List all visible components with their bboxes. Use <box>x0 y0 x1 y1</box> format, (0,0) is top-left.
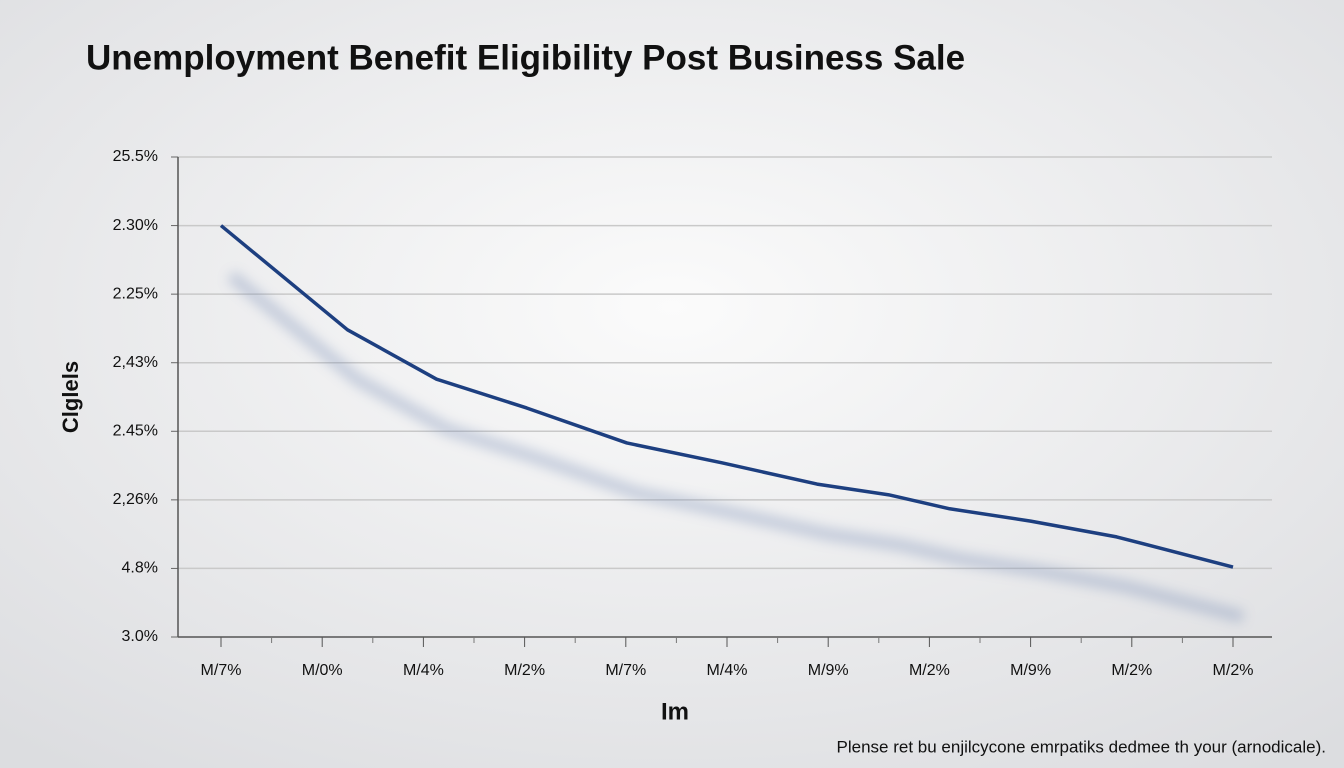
chart-title: Unemployment Benefit Eligibility Post Bu… <box>86 38 965 77</box>
x-tick-label: M/7% <box>201 662 242 679</box>
y-tick-label: 2.45% <box>113 423 158 440</box>
x-tick-label: M/0% <box>302 662 343 679</box>
y-tick-label: 3.0% <box>122 628 158 645</box>
y-tick-label: 2.30% <box>113 217 158 234</box>
y-tick-label: 2,43% <box>113 354 158 371</box>
y-tick-label: 4.8% <box>122 560 158 577</box>
x-axis-label: Im <box>661 698 689 725</box>
x-tick-label: M/4% <box>403 662 444 679</box>
x-tick-label: M/9% <box>808 662 849 679</box>
line-shadow <box>227 270 1245 623</box>
x-tick-label: M/2% <box>909 662 950 679</box>
y-axis-label: Clglels <box>58 361 83 433</box>
footnote: Plense ret bu enjilcycone emrpatiks dedm… <box>837 737 1326 756</box>
x-tick-label: M/2% <box>504 662 545 679</box>
x-tick-label: M/7% <box>605 662 646 679</box>
x-tick-label: M/9% <box>1010 662 1051 679</box>
x-tick-label: M/2% <box>1213 662 1254 679</box>
y-tick-label: 25.5% <box>113 148 158 165</box>
y-tick-label: 2,26% <box>113 491 158 508</box>
y-tick-label: 2.25% <box>113 285 158 302</box>
x-tick-label: M/2% <box>1111 662 1152 679</box>
series-line <box>219 224 1234 569</box>
x-tick-label: M/4% <box>707 662 748 679</box>
